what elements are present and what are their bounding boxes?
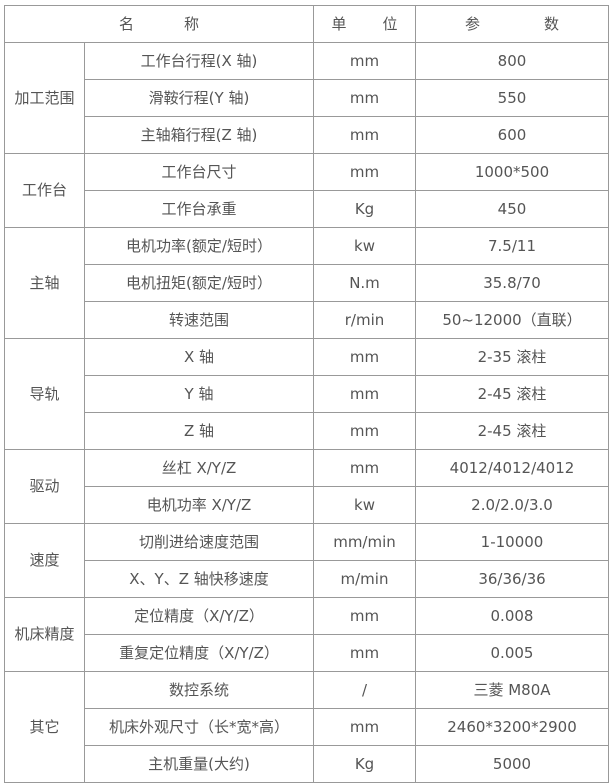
cell-value: 800 bbox=[415, 42, 609, 80]
cell-value: 0.005 bbox=[415, 634, 609, 672]
cell-unit: mm bbox=[313, 79, 416, 117]
cell-unit: mm bbox=[313, 153, 416, 191]
cell-name: 工作台行程(X 轴) bbox=[84, 42, 314, 80]
cell-unit: mm bbox=[313, 338, 416, 376]
header-unit-char: 位 bbox=[382, 15, 398, 33]
cell-value: 1-10000 bbox=[415, 523, 609, 561]
cell-unit: kw bbox=[313, 486, 416, 524]
cell-name: 丝杠 X/Y/Z bbox=[84, 449, 314, 487]
table-row: 重复定位精度（X/Y/Z） mm 0.005 bbox=[5, 634, 609, 672]
cell-unit: r/min bbox=[313, 301, 416, 339]
cell-name: 主轴箱行程(Z 轴) bbox=[84, 116, 314, 154]
cell-name: Z 轴 bbox=[84, 412, 314, 450]
cell-unit: m/min bbox=[313, 560, 416, 598]
table-row: 电机功率 X/Y/Z kw 2.0/2.0/3.0 bbox=[5, 486, 609, 524]
cell-value: 2-45 滚柱 bbox=[415, 375, 609, 413]
table-row: 主机重量(大约) Kg 5000 bbox=[5, 745, 609, 783]
group-label: 导轨 bbox=[4, 338, 85, 450]
cell-name: X、Y、Z 轴快移速度 bbox=[84, 560, 314, 598]
cell-unit: mm bbox=[313, 708, 416, 746]
table-row: 导轨 X 轴 mm 2-35 滚柱 bbox=[4, 338, 609, 450]
table-row: 加工范围 工作台行程(X 轴) mm 800 bbox=[4, 42, 609, 154]
header-name: 名称 bbox=[4, 5, 314, 43]
cell-value: 550 bbox=[415, 79, 609, 117]
table-row: 驱动 丝杠 X/Y/Z mm 4012/4012/4012 bbox=[4, 449, 609, 524]
table-row: Y 轴 mm 2-45 滚柱 bbox=[5, 375, 609, 413]
cell-name: 电机功率(额定/短时） bbox=[84, 227, 314, 265]
cell-value: 4012/4012/4012 bbox=[415, 449, 609, 487]
cell-value: 36/36/36 bbox=[415, 560, 609, 598]
cell-unit: mm bbox=[313, 375, 416, 413]
cell-unit: Kg bbox=[313, 190, 416, 228]
cell-name: 定位精度（X/Y/Z） bbox=[84, 597, 314, 635]
table-row: 主轴箱行程(Z 轴) mm 600 bbox=[5, 116, 609, 154]
cell-value: 35.8/70 bbox=[415, 264, 609, 302]
cell-unit: kw bbox=[313, 227, 416, 265]
table-row: 工作台承重 Kg 450 bbox=[5, 190, 609, 228]
cell-unit: mm bbox=[313, 449, 416, 487]
cell-name: 转速范围 bbox=[84, 301, 314, 339]
cell-value: 2460*3200*2900 bbox=[415, 708, 609, 746]
table-row: 电机扭矩(额定/短时） N.m 35.8/70 bbox=[5, 264, 609, 302]
table-row: 主轴 电机功率(额定/短时） kw 7.5/11 bbox=[4, 227, 609, 339]
cell-value: 2.0/2.0/3.0 bbox=[415, 486, 609, 524]
cell-unit: mm/min bbox=[313, 523, 416, 561]
table-row: 速度 切削进给速度范围 mm/min 1-10000 bbox=[4, 523, 609, 598]
cell-value: 1000*500 bbox=[415, 153, 609, 191]
table-row: X、Y、Z 轴快移速度 m/min 36/36/36 bbox=[5, 560, 609, 598]
cell-name: 机床外观尺寸（长*宽*高） bbox=[84, 708, 314, 746]
cell-value: 450 bbox=[415, 190, 609, 228]
cell-value: 2-35 滚柱 bbox=[415, 338, 609, 376]
cell-name: 切削进给速度范围 bbox=[84, 523, 314, 561]
cell-value: 7.5/11 bbox=[415, 227, 609, 265]
group-label: 机床精度 bbox=[4, 597, 85, 672]
cell-value: 0.008 bbox=[415, 597, 609, 635]
table-row: 机床外观尺寸（长*宽*高） mm 2460*3200*2900 bbox=[5, 708, 609, 746]
cell-unit: mm bbox=[313, 116, 416, 154]
group-label: 驱动 bbox=[4, 449, 85, 524]
cell-value: 5000 bbox=[415, 745, 609, 783]
cell-value: 50~12000（直联） bbox=[415, 301, 609, 339]
spec-table: 名称 单位 参数 加工范围 工作台行程(X 轴) mm 800 滑鞍行程(Y 轴) mm 5… bbox=[4, 5, 609, 783]
header-value: 参数 bbox=[415, 5, 609, 43]
cell-name: Y 轴 bbox=[84, 375, 314, 413]
group-label: 其它 bbox=[4, 671, 85, 783]
header-value-char: 参 bbox=[464, 15, 480, 33]
group-label: 工作台 bbox=[4, 153, 85, 228]
cell-name: 工作台承重 bbox=[84, 190, 314, 228]
cell-unit: mm bbox=[313, 42, 416, 80]
cell-name: 电机扭矩(额定/短时） bbox=[84, 264, 314, 302]
group-label: 加工范围 bbox=[4, 42, 85, 154]
cell-value: 600 bbox=[415, 116, 609, 154]
header-row: 名称 单位 参数 bbox=[4, 5, 609, 43]
group-label: 速度 bbox=[4, 523, 85, 598]
cell-value: 2-45 滚柱 bbox=[415, 412, 609, 450]
cell-name: 滑鞍行程(Y 轴) bbox=[84, 79, 314, 117]
cell-unit: Kg bbox=[313, 745, 416, 783]
cell-unit: N.m bbox=[313, 264, 416, 302]
header-unit: 单位 bbox=[313, 5, 416, 43]
header-name-char: 称 bbox=[184, 15, 200, 33]
cell-name: 主机重量(大约) bbox=[84, 745, 314, 783]
header-name-char: 名 bbox=[118, 15, 134, 33]
cell-unit: mm bbox=[313, 597, 416, 635]
cell-unit: / bbox=[313, 671, 416, 709]
cell-value: 三菱 M80A bbox=[415, 671, 609, 709]
cell-name: 重复定位精度（X/Y/Z） bbox=[84, 634, 314, 672]
cell-name: 工作台尺寸 bbox=[84, 153, 314, 191]
table-row: 机床精度 定位精度（X/Y/Z） mm 0.008 bbox=[4, 597, 609, 672]
cell-unit: mm bbox=[313, 412, 416, 450]
table-row: Z 轴 mm 2-45 滚柱 bbox=[5, 412, 609, 450]
cell-name: 数控系统 bbox=[84, 671, 314, 709]
cell-name: X 轴 bbox=[84, 338, 314, 376]
table-row: 转速范围 r/min 50~12000（直联） bbox=[5, 301, 609, 339]
header-value-char: 数 bbox=[544, 15, 560, 33]
cell-unit: mm bbox=[313, 634, 416, 672]
table-row: 滑鞍行程(Y 轴) mm 550 bbox=[5, 79, 609, 117]
group-label: 主轴 bbox=[4, 227, 85, 339]
table-row: 工作台 工作台尺寸 mm 1000*500 bbox=[4, 153, 609, 228]
cell-name: 电机功率 X/Y/Z bbox=[84, 486, 314, 524]
table-row: 其它 数控系统 / 三菱 M80A bbox=[4, 671, 609, 783]
header-unit-char: 单 bbox=[331, 15, 347, 33]
